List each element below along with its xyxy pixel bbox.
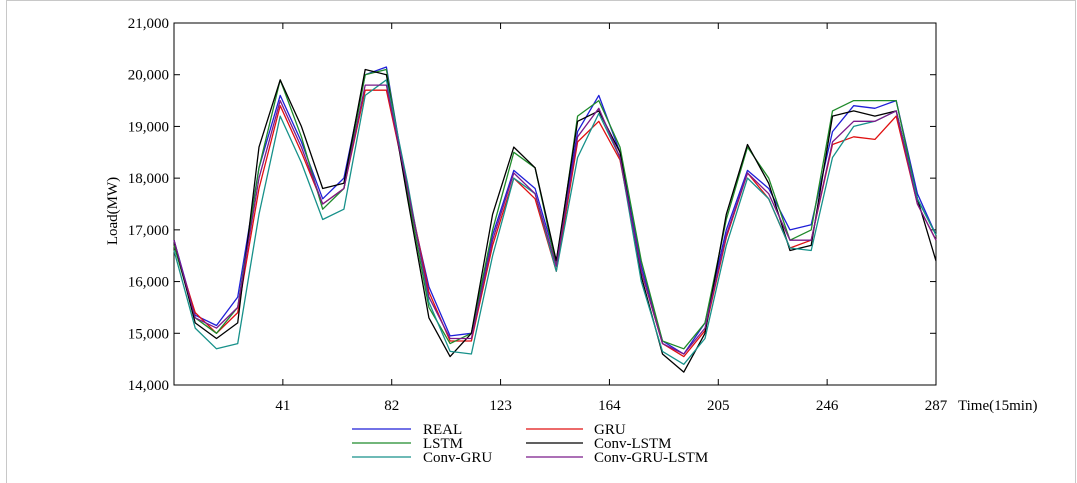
x-tick-label: 164 (598, 398, 621, 414)
series-line-real (173, 66, 937, 355)
y-tick-label: 21,000 (128, 16, 169, 32)
x-tick-label: 287 (925, 398, 948, 414)
chart-frame (6, 0, 1076, 483)
series-line-conv-lstm (173, 68, 937, 373)
series-line-lstm (173, 68, 937, 350)
y-tick-label: 14,000 (128, 378, 169, 394)
x-tick-label: 123 (489, 398, 512, 414)
plot-box (173, 22, 937, 386)
series-line-conv-gru (173, 79, 937, 365)
y-tick-label: 20,000 (128, 68, 169, 84)
y-tick-label: 15,000 (128, 326, 169, 342)
y-tick-label: 18,000 (128, 171, 169, 187)
legend-item-label: GRU (594, 422, 626, 438)
x-axis-label: Time(15min) (958, 398, 1037, 414)
y-tick-label: 16,000 (128, 275, 169, 291)
legend-item-label: Conv-GRU (423, 450, 492, 466)
y-tick-label: 17,000 (128, 223, 169, 239)
legend-item-label: Conv-GRU-LSTM (594, 450, 708, 466)
x-tick-label: 246 (816, 398, 839, 414)
x-tick-label: 41 (275, 398, 290, 414)
legend-item-label: Conv-LSTM (594, 436, 672, 452)
y-axis-label: Load(MW) (105, 177, 121, 245)
legend-item-label: LSTM (423, 436, 463, 452)
x-tick-label: 82 (384, 398, 399, 414)
series-line-conv-gru-lstm (173, 84, 937, 355)
legend: REAL GRU LSTM Conv-LSTM Conv-GRU Conv-GRU-LST… (352, 422, 708, 466)
series-line-gru (173, 89, 937, 358)
x-tick-label: 205 (707, 398, 730, 414)
legend-item-label: REAL (423, 422, 462, 438)
y-tick-label: 19,000 (128, 119, 169, 135)
